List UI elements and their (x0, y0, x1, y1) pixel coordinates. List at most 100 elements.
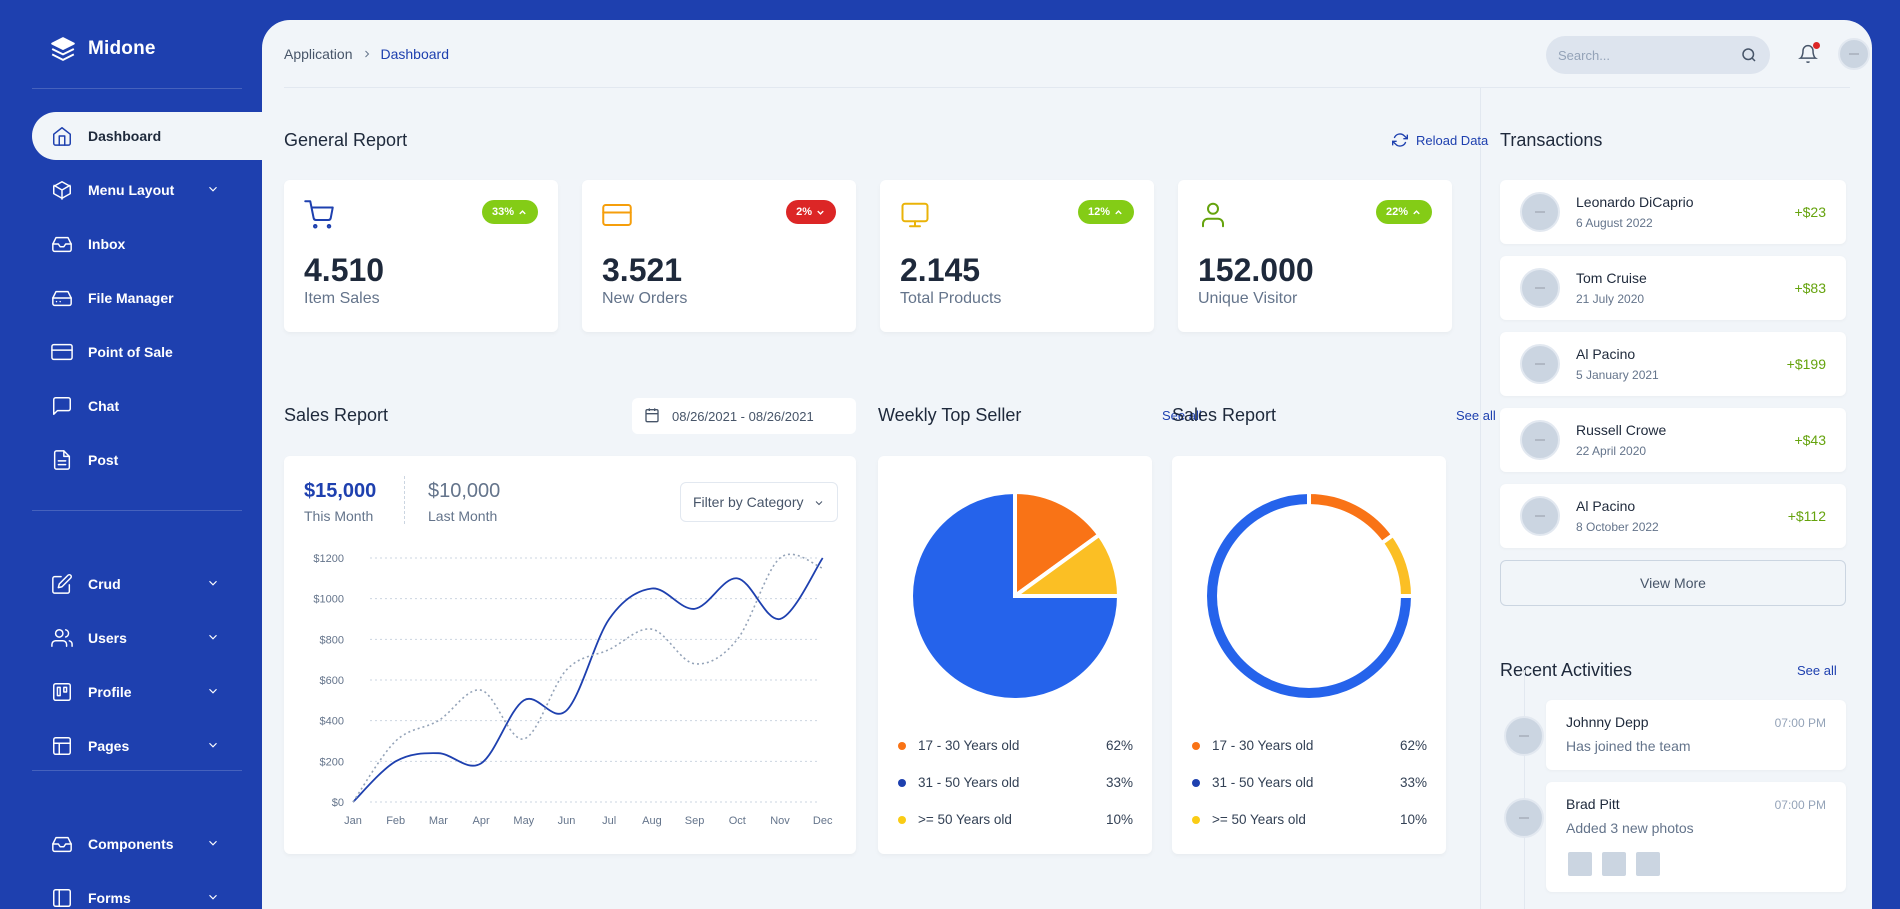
y-tick-label: $200 (320, 756, 344, 768)
sidebar-item-menu-layout[interactable]: Menu Layout (32, 166, 262, 214)
bell-icon (1798, 44, 1818, 64)
this-month-label: This Month (304, 508, 374, 524)
sidebar-item-file-manager[interactable]: File Manager (32, 274, 262, 322)
y-tick-label: $400 (320, 716, 344, 728)
app-logo[interactable]: Midone (50, 36, 156, 62)
search-input[interactable]: Search... (1546, 36, 1770, 74)
sidebar-item-profile[interactable]: Profile (32, 668, 262, 716)
sidebar-item-components[interactable]: Components (32, 820, 262, 868)
x-tick-label: Mar (429, 815, 448, 827)
filter-by-category-dropdown[interactable]: Filter by Category (680, 482, 838, 522)
stat-value: 3.521 (602, 252, 683, 288)
activity-time: 07:00 PM (1774, 798, 1826, 812)
recent-activities-title: Recent Activities (1500, 660, 1633, 680)
activity-item[interactable]: Brad Pitt 07:00 PM Added 3 new photos (1546, 782, 1846, 892)
card-shadow (306, 332, 536, 344)
transaction-item[interactable]: Tom Cruise 21 July 2020 +$83 (1500, 256, 1846, 320)
sidebar-item-forms[interactable]: Forms (32, 874, 262, 909)
hard-drive-icon (50, 286, 74, 310)
transactions-title: Transactions (1500, 130, 1603, 150)
pie-slice-0[interactable] (1013, 489, 1102, 600)
sidebar-item-chat[interactable]: Chat (32, 382, 262, 430)
legend-label: >= 50 Years old (918, 812, 1012, 827)
sidebar-item-label: Forms (88, 890, 131, 906)
sidebar-item-inbox[interactable]: Inbox (32, 220, 262, 268)
stat-card[interactable]: 12% 2.145 Total Products (880, 180, 1154, 344)
trend-badge[interactable]: 12% (1077, 200, 1134, 224)
date-range-input[interactable]: 08/26/2021 - 08/26/2021 (632, 398, 856, 434)
transaction-amount: +$83 (1794, 280, 1826, 296)
sales-see-all-link[interactable]: See all (1456, 408, 1496, 423)
legend-item: 31 - 50 Years old 33% (1192, 775, 1427, 790)
pie-slice-2[interactable] (909, 489, 1122, 702)
sidebar-divider (32, 510, 242, 511)
sidebar-item-post[interactable]: Post (32, 436, 262, 484)
sidebar-divider (32, 88, 242, 89)
transaction-item[interactable]: Russell Crowe 22 April 2020 +$43 (1500, 408, 1846, 472)
weekly-top-seller-title: Weekly Top Seller (878, 405, 1022, 425)
transaction-amount: +$43 (1794, 432, 1826, 448)
trend-badge-value: 2% (796, 206, 812, 218)
transaction-name: Tom Cruise (1576, 270, 1647, 286)
reload-data-button[interactable]: Reload Data (1392, 132, 1488, 148)
photo-thumbnail[interactable] (1634, 850, 1662, 878)
sidebar-item-users[interactable]: Users (32, 614, 262, 662)
legend-item: >= 50 Years old 10% (1192, 812, 1427, 827)
user-avatar[interactable] (1838, 38, 1870, 70)
stat-card[interactable]: 2% 3.521 New Orders (582, 180, 856, 344)
transaction-name: Al Pacino (1576, 498, 1636, 514)
activities-see-all-link[interactable]: See all (1797, 663, 1837, 678)
sidebar-item-point-of-sale[interactable]: Point of Sale (32, 328, 262, 376)
notification-button[interactable] (1798, 42, 1820, 69)
photo-thumbnail[interactable] (1566, 850, 1594, 878)
x-tick-label: Sep (685, 815, 705, 827)
this-month-value: $15,000 (304, 480, 377, 502)
chevron-down-icon (206, 182, 220, 196)
breadcrumb-current[interactable]: Dashboard (380, 46, 450, 62)
x-tick-label: Jan (344, 815, 362, 827)
trend-badge[interactable]: 33% (481, 200, 538, 224)
chevron-down-icon (206, 630, 220, 644)
transaction-item[interactable]: Leonardo DiCaprio 6 August 2022 +$23 (1500, 180, 1846, 244)
breadcrumb-item[interactable]: Application (284, 46, 353, 62)
timeline-line (1524, 670, 1525, 909)
legend-dot (1192, 815, 1200, 824)
chevron-up-icon (519, 209, 526, 214)
sidebar-item-crud[interactable]: Crud (32, 560, 262, 608)
transaction-item[interactable]: Al Pacino 8 October 2022 +$112 (1500, 484, 1846, 548)
trend-badge[interactable]: 22% (1375, 200, 1432, 224)
view-more-button[interactable]: View More (1500, 560, 1846, 606)
transaction-name: Al Pacino (1576, 346, 1636, 362)
activity-avatar (1504, 798, 1544, 838)
home-icon (50, 124, 74, 148)
donut-hole (1217, 504, 1401, 688)
legend-dot (898, 778, 906, 787)
activity-item[interactable]: Johnny Depp 07:00 PM Has joined the team (1546, 700, 1846, 770)
y-tick-label: $1000 (313, 594, 344, 606)
transaction-date: 21 July 2020 (1576, 292, 1645, 306)
message-square-icon (50, 394, 74, 418)
legend-pct: 33% (1105, 775, 1133, 790)
stat-card[interactable]: 22% 152.000 Unique Visitor (1178, 180, 1452, 344)
stat-card[interactable]: 33% 4.510 Item Sales (284, 180, 558, 344)
sidebar-item-label: Crud (88, 576, 121, 592)
legend-pct: 62% (1399, 738, 1427, 753)
activity-desc: Added 3 new photos (1566, 820, 1694, 836)
file-text-icon (50, 448, 74, 472)
trend-badge-value: 33% (491, 206, 514, 218)
trend-badge[interactable]: 2% (786, 200, 836, 224)
transaction-amount: +$112 (1787, 508, 1826, 524)
sidebar-item-pages[interactable]: Pages (32, 722, 262, 770)
transaction-item[interactable]: Al Pacino 5 January 2021 +$199 (1500, 332, 1846, 396)
weekly-see-all-link[interactable]: See all (1162, 408, 1202, 423)
legend-label: 17 - 30 Years old (918, 738, 1020, 753)
avatar (1520, 192, 1560, 232)
chevron-up-icon (1115, 209, 1122, 214)
sidebar-item-dashboard[interactable]: Dashboard (32, 112, 262, 160)
sidebar-item-label: File Manager (88, 290, 174, 306)
inbox-icon (50, 832, 74, 856)
search-icon[interactable] (1740, 46, 1758, 64)
sidebar: Midone Dashboard Menu Layout Inbox File Man… (0, 0, 262, 909)
photo-thumbnail[interactable] (1600, 850, 1628, 878)
legend-pct: 62% (1105, 738, 1133, 753)
